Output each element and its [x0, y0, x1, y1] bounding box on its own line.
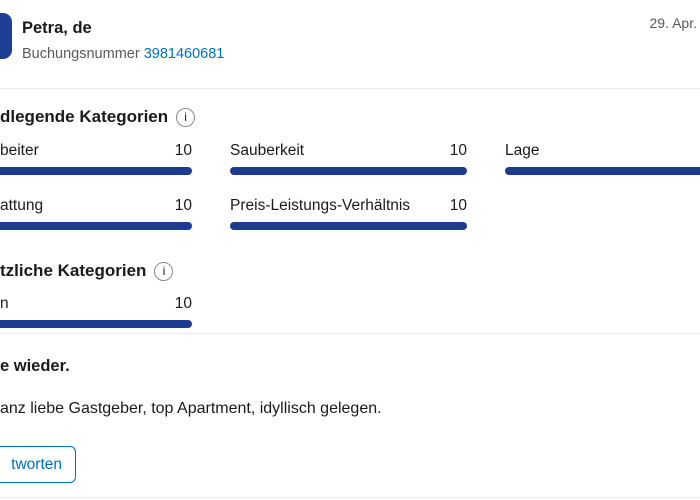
rating-score: 10: [174, 295, 192, 312]
rating-bar: [0, 320, 192, 328]
booking-number-link[interactable]: 3981460681: [143, 46, 225, 62]
review-title: e wieder.: [0, 357, 70, 375]
review-date: 29. Apr.: [649, 15, 697, 31]
category-value-for-money: Preis-Leistungs-Verhältnis 10: [230, 196, 467, 230]
rating-bar: [505, 167, 700, 175]
category-additional: n 10: [0, 294, 192, 328]
rating-bar: [230, 167, 467, 175]
rating-bar: [0, 222, 192, 230]
category-label: Lage: [505, 142, 540, 159]
category-facilities: attung 10: [0, 196, 192, 230]
rating-score: 10: [174, 142, 192, 159]
rating-bar: [230, 222, 467, 230]
reply-button[interactable]: tworten: [0, 446, 76, 483]
bottom-divider: [0, 497, 700, 498]
review-body: anz liebe Gastgeber, top Apartment, idyl…: [0, 400, 382, 417]
category-label: Sauberkeit: [230, 142, 305, 159]
category-staff: beiter 10: [0, 141, 192, 175]
category-cleanliness: Sauberkeit 10: [230, 141, 467, 175]
rating-score: 10: [449, 142, 467, 159]
category-label: beiter: [0, 142, 39, 159]
category-label: attung: [0, 197, 44, 214]
category-label: n: [0, 295, 9, 312]
guest-name: Petra, de: [22, 19, 92, 37]
section-divider: [0, 333, 700, 334]
category-location: Lage: [505, 141, 700, 175]
booking-number-line: Buchungsnummer 3981460681: [22, 44, 224, 64]
booking-number-label: Buchungsnummer: [22, 46, 140, 62]
guest-avatar: [0, 13, 12, 59]
section-title-additional-text: tzliche Kategorien: [0, 261, 147, 280]
rating-score: 10: [174, 197, 192, 214]
header-divider: [0, 88, 700, 89]
category-label: Preis-Leistungs-Verhältnis: [230, 197, 411, 214]
section-title-basic-text: dlegende Kategorien: [0, 107, 169, 126]
info-icon[interactable]: i: [176, 107, 196, 127]
rating-score: 10: [449, 197, 467, 214]
section-title-additional: tzliche Kategorien i: [0, 260, 174, 282]
section-title-basic: dlegende Kategorien i: [0, 106, 196, 128]
info-icon[interactable]: i: [154, 261, 174, 281]
rating-bar: [0, 167, 192, 175]
